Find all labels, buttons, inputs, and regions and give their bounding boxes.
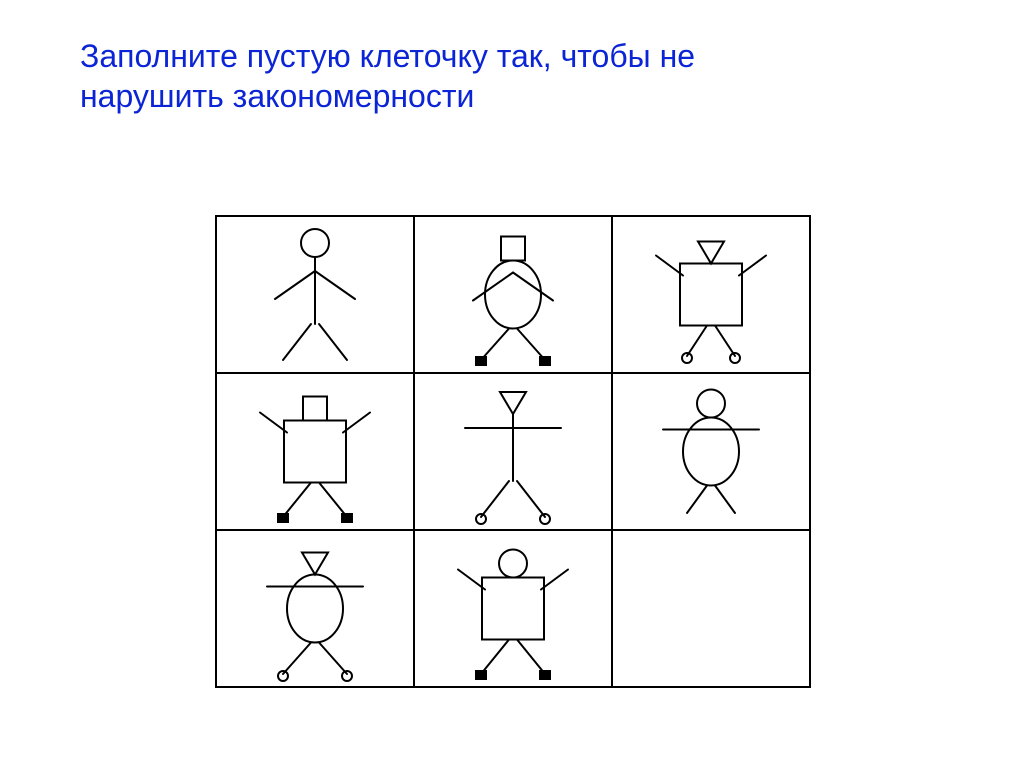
figure-icon (613, 217, 809, 372)
figure-icon (613, 374, 809, 529)
figure-icon (217, 531, 413, 686)
cell-1-2 (612, 373, 810, 530)
cell-2-0 (216, 530, 414, 687)
figure-icon (415, 374, 611, 529)
figure-icon (415, 531, 611, 686)
instruction-text: Заполните пустую клеточку так, чтобы не … (80, 36, 840, 116)
puzzle-grid (215, 215, 811, 688)
cell-0-1 (414, 216, 612, 373)
figure-icon (217, 374, 413, 529)
title-line-2: нарушить закономерности (80, 76, 840, 116)
cell-1-0 (216, 373, 414, 530)
figure-icon (415, 217, 611, 372)
cell-2-2 (612, 530, 810, 687)
cell-0-0 (216, 216, 414, 373)
figure-icon (217, 217, 413, 372)
title-line-1: Заполните пустую клеточку так, чтобы не (80, 36, 840, 76)
cell-2-1 (414, 530, 612, 687)
page: Заполните пустую клеточку так, чтобы не … (0, 0, 1024, 768)
cell-0-2 (612, 216, 810, 373)
cell-1-1 (414, 373, 612, 530)
